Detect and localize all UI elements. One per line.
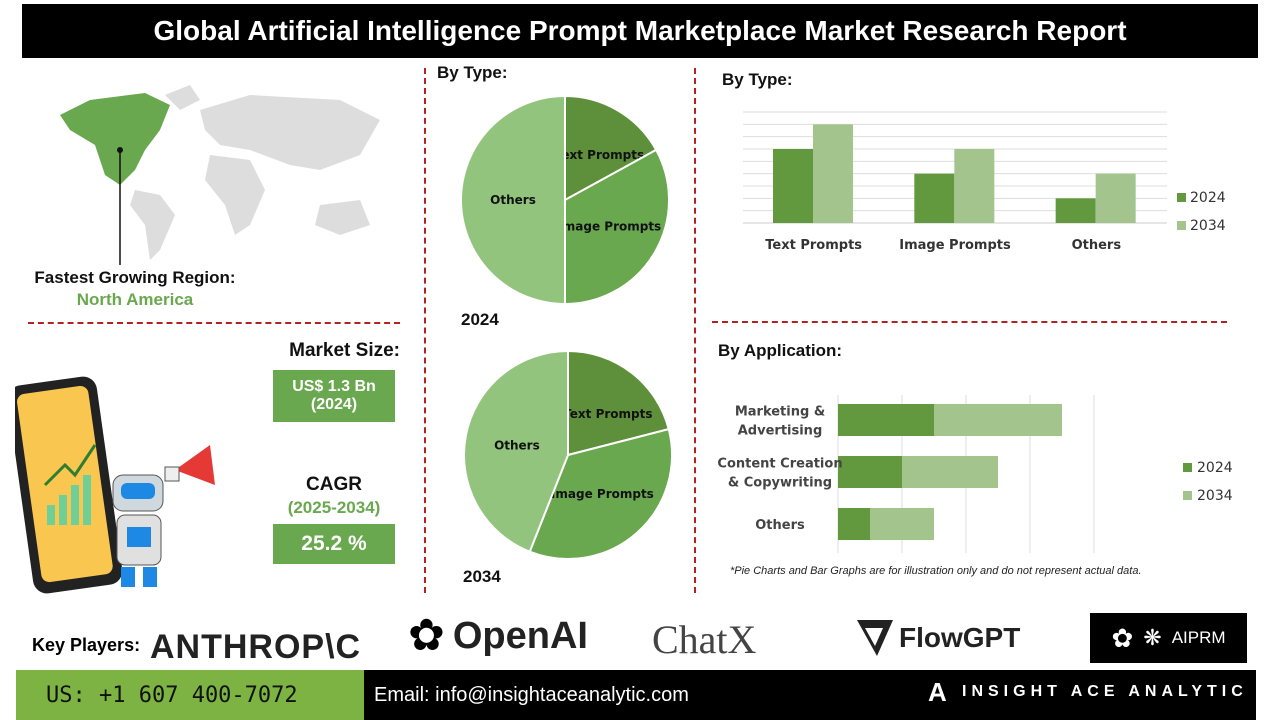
legend-label: 2024 xyxy=(1190,190,1226,206)
pie-slice-0 xyxy=(567,349,670,457)
region-value: North America xyxy=(76,290,194,309)
page-title: Global Artificial Intelligence Prompt Ma… xyxy=(22,4,1258,58)
category-label: Others xyxy=(755,518,805,533)
category-label: & Copywriting xyxy=(728,476,832,491)
market-size-box: US$ 1.3 Bn (2024) xyxy=(273,370,395,422)
market-size-value: US$ 1.3 Bn xyxy=(292,378,376,395)
bar-2024 xyxy=(914,173,955,223)
legend-label: 2034 xyxy=(1190,218,1226,234)
anthropic-logo: ANTHROP\C xyxy=(150,628,362,666)
pie-label: Text Prompts xyxy=(563,407,652,421)
cagr-label: CAGR xyxy=(306,474,362,495)
email-link[interactable]: Email: info@insightaceanalytic.com xyxy=(374,684,689,706)
chatx-logo: ChatX xyxy=(652,617,757,662)
category-label: Image Prompts xyxy=(899,238,1011,253)
bar-2034 xyxy=(902,456,998,488)
category-label: Text Prompts xyxy=(765,238,862,253)
cagr-value: 25.2 % xyxy=(273,524,395,564)
legend-label: 2024 xyxy=(1197,460,1233,476)
bar-2034 xyxy=(954,149,995,223)
openai-logo: ✿ OpenAI xyxy=(408,611,588,660)
pie-label: Text Prompts xyxy=(555,148,644,162)
key-players-label: Key Players: xyxy=(32,635,141,655)
aiprm-icon: ❋ xyxy=(1143,625,1162,650)
openai-knot-icon: ✿ xyxy=(1111,622,1134,653)
application-chart-title: By Application: xyxy=(718,341,843,360)
bar-2024 xyxy=(838,404,934,436)
aiprm-logo: ✿ ❋ AIPRM xyxy=(1090,613,1247,663)
bar-2024 xyxy=(838,508,870,540)
disclaimer-note: *Pie Charts and Bar Graphs are for illus… xyxy=(730,565,1142,577)
north-america-region xyxy=(60,93,170,185)
bar-2034 xyxy=(870,508,934,540)
category-label: Marketing & xyxy=(735,405,825,420)
pie-label: Others xyxy=(490,193,536,207)
pie-slice-2 xyxy=(463,349,569,553)
type-bar-chart: Text Prompts Image Prompts Others 2024 2034 xyxy=(743,111,1226,253)
pie-charts: Text Prompts Image Prompts Others Text Prom… xyxy=(460,94,673,560)
pie-section-title: By Type: xyxy=(437,63,508,82)
bar-chart-title: By Type: xyxy=(722,70,793,89)
pie-slice-0 xyxy=(564,94,658,202)
bar-2034 xyxy=(1095,173,1136,223)
application-bar-chart: Marketing & Advertising Content Creation & … xyxy=(717,395,1233,553)
pie-2024-caption: 2024 xyxy=(461,310,499,329)
robot-phone-illustration xyxy=(15,376,215,594)
legend-swatch xyxy=(1177,221,1186,230)
phone-number[interactable]: US: +1 607 400-7072 xyxy=(16,670,364,720)
bar-2034 xyxy=(934,404,1062,436)
cagr-period: (2025-2034) xyxy=(287,498,381,517)
market-size-label: Market Size: xyxy=(289,340,400,361)
pie-slice-1 xyxy=(564,148,670,306)
pie-2034-caption: 2034 xyxy=(463,567,501,586)
insightace-icon: A xyxy=(928,677,947,707)
brand-name: INSIGHT ACE ANALYTIC xyxy=(962,683,1248,700)
flowgpt-icon xyxy=(857,620,893,656)
market-size-year: (2024) xyxy=(310,396,358,413)
pie-slice-1 xyxy=(528,427,673,560)
world-map xyxy=(60,85,380,265)
category-label: Content Creation xyxy=(717,457,842,472)
bar-2034 xyxy=(813,124,853,223)
legend-swatch xyxy=(1177,193,1186,202)
openai-knot-icon: ✿ xyxy=(408,611,445,660)
category-label: Advertising xyxy=(738,424,823,439)
pie-label: Others xyxy=(494,438,540,452)
bar-2024 xyxy=(838,456,902,488)
category-label: Others xyxy=(1072,238,1122,253)
legend-swatch xyxy=(1183,491,1192,500)
pie-label: Image Prompts xyxy=(551,487,654,501)
pie-label: Image Prompts xyxy=(558,219,661,233)
legend-swatch xyxy=(1183,463,1192,472)
bar-2024 xyxy=(773,149,813,223)
bar-2024 xyxy=(1055,198,1096,223)
region-label: Fastest Growing Region: xyxy=(34,268,236,287)
pie-slice-2 xyxy=(460,94,566,306)
legend-label: 2034 xyxy=(1197,488,1233,504)
flowgpt-logo: FlowGPT xyxy=(855,618,1020,658)
